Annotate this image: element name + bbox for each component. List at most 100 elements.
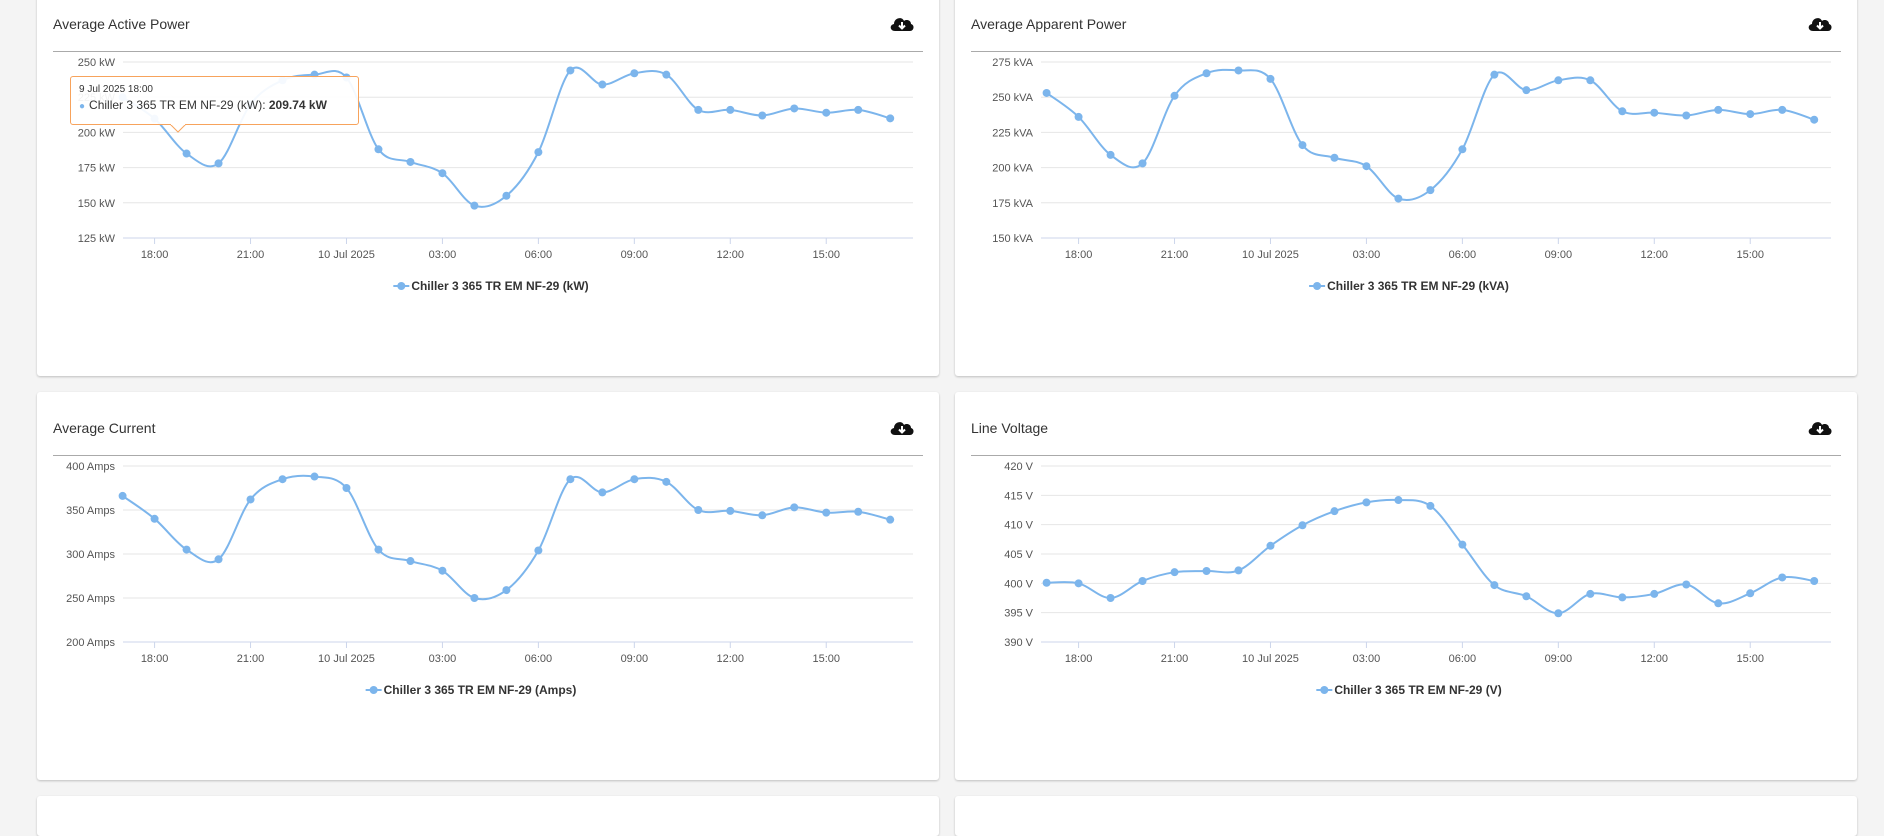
- data-point[interactable]: [1778, 105, 1787, 114]
- data-point[interactable]: [1394, 194, 1403, 203]
- cloud-download-icon[interactable]: [889, 418, 915, 438]
- data-point[interactable]: [1170, 568, 1179, 577]
- data-point[interactable]: [1202, 69, 1211, 78]
- data-point[interactable]: [1490, 70, 1499, 79]
- data-point[interactable]: [374, 145, 383, 154]
- data-point[interactable]: [470, 594, 479, 602]
- data-point[interactable]: [438, 169, 447, 178]
- data-point[interactable]: [1714, 105, 1723, 114]
- data-point[interactable]: [630, 475, 639, 484]
- data-point[interactable]: [534, 546, 543, 555]
- data-point[interactable]: [566, 475, 575, 484]
- data-point[interactable]: [1426, 501, 1435, 510]
- data-point[interactable]: [790, 503, 799, 512]
- data-point[interactable]: [1394, 496, 1403, 505]
- data-point[interactable]: [758, 111, 767, 120]
- data-point[interactable]: [1138, 159, 1147, 168]
- data-point[interactable]: [726, 105, 735, 114]
- data-point[interactable]: [1362, 162, 1371, 171]
- series-line[interactable]: [122, 474, 891, 601]
- legend-item[interactable]: Chiller 3 365 TR EM NF-29 (kW): [393, 279, 589, 293]
- data-point[interactable]: [822, 508, 831, 517]
- data-point[interactable]: [1682, 580, 1691, 589]
- data-point[interactable]: [1586, 589, 1595, 598]
- cloud-download-icon[interactable]: [1807, 418, 1833, 438]
- data-point[interactable]: [1362, 498, 1371, 507]
- data-point[interactable]: [1074, 579, 1083, 588]
- data-point[interactable]: [1810, 115, 1819, 124]
- data-point[interactable]: [1106, 150, 1115, 159]
- legend-item[interactable]: Chiller 3 365 TR EM NF-29 (kVA): [1309, 279, 1509, 293]
- data-point[interactable]: [374, 545, 383, 554]
- data-point[interactable]: [662, 477, 671, 486]
- data-point[interactable]: [534, 148, 543, 157]
- data-point[interactable]: [406, 557, 415, 566]
- data-point[interactable]: [502, 586, 511, 595]
- data-point[interactable]: [790, 104, 799, 113]
- data-point[interactable]: [214, 159, 223, 168]
- data-point[interactable]: [886, 515, 895, 524]
- data-point[interactable]: [1298, 521, 1307, 530]
- data-point[interactable]: [1234, 66, 1243, 75]
- legend-item[interactable]: Chiller 3 365 TR EM NF-29 (V): [1316, 683, 1502, 697]
- data-point[interactable]: [118, 491, 127, 500]
- data-point[interactable]: [854, 105, 863, 114]
- data-point[interactable]: [1746, 110, 1755, 119]
- data-point[interactable]: [854, 507, 863, 516]
- data-point[interactable]: [182, 149, 191, 158]
- data-point[interactable]: [406, 157, 415, 166]
- data-point[interactable]: [1458, 540, 1467, 549]
- data-point[interactable]: [1074, 112, 1083, 121]
- data-point[interactable]: [278, 475, 287, 484]
- data-point[interactable]: [758, 511, 767, 520]
- data-point[interactable]: [1106, 594, 1115, 602]
- data-point[interactable]: [1458, 145, 1467, 154]
- data-point[interactable]: [1554, 76, 1563, 85]
- data-point[interactable]: [1202, 567, 1211, 576]
- data-point[interactable]: [1778, 573, 1787, 582]
- data-point[interactable]: [1234, 566, 1243, 575]
- data-point[interactable]: [310, 472, 319, 481]
- data-point[interactable]: [1170, 91, 1179, 100]
- cloud-download-icon[interactable]: [1807, 14, 1833, 34]
- cloud-download-icon[interactable]: [889, 14, 915, 34]
- data-point[interactable]: [1490, 581, 1499, 590]
- data-point[interactable]: [566, 66, 575, 75]
- data-point[interactable]: [502, 191, 511, 200]
- series-line[interactable]: [1046, 498, 1815, 615]
- data-point[interactable]: [1266, 541, 1275, 550]
- data-point[interactable]: [1426, 186, 1435, 195]
- data-point[interactable]: [1522, 86, 1531, 95]
- data-point[interactable]: [726, 506, 735, 515]
- data-point[interactable]: [1682, 111, 1691, 120]
- data-point[interactable]: [1650, 589, 1659, 598]
- data-point[interactable]: [1810, 576, 1819, 585]
- data-point[interactable]: [214, 555, 223, 564]
- data-point[interactable]: [246, 495, 255, 504]
- data-point[interactable]: [438, 566, 447, 575]
- data-point[interactable]: [1650, 108, 1659, 117]
- data-point[interactable]: [1554, 609, 1563, 618]
- data-point[interactable]: [822, 108, 831, 117]
- data-point[interactable]: [1138, 576, 1147, 585]
- data-point[interactable]: [630, 69, 639, 78]
- data-point[interactable]: [1746, 589, 1755, 598]
- data-point[interactable]: [1330, 153, 1339, 162]
- data-point[interactable]: [1298, 141, 1307, 150]
- legend-item[interactable]: Chiller 3 365 TR EM NF-29 (Amps): [365, 683, 577, 697]
- data-point[interactable]: [1042, 578, 1051, 587]
- data-point[interactable]: [694, 506, 703, 514]
- data-point[interactable]: [598, 488, 607, 497]
- data-point[interactable]: [1714, 599, 1723, 608]
- data-point[interactable]: [1618, 107, 1627, 116]
- data-point[interactable]: [1522, 592, 1531, 601]
- data-point[interactable]: [1330, 507, 1339, 516]
- data-point[interactable]: [886, 114, 895, 123]
- data-point[interactable]: [662, 70, 671, 79]
- series-line[interactable]: [1045, 68, 1815, 202]
- data-point[interactable]: [182, 545, 191, 554]
- data-point[interactable]: [1266, 74, 1275, 83]
- data-point[interactable]: [1042, 88, 1051, 97]
- data-point[interactable]: [1586, 76, 1595, 85]
- data-point[interactable]: [342, 484, 351, 492]
